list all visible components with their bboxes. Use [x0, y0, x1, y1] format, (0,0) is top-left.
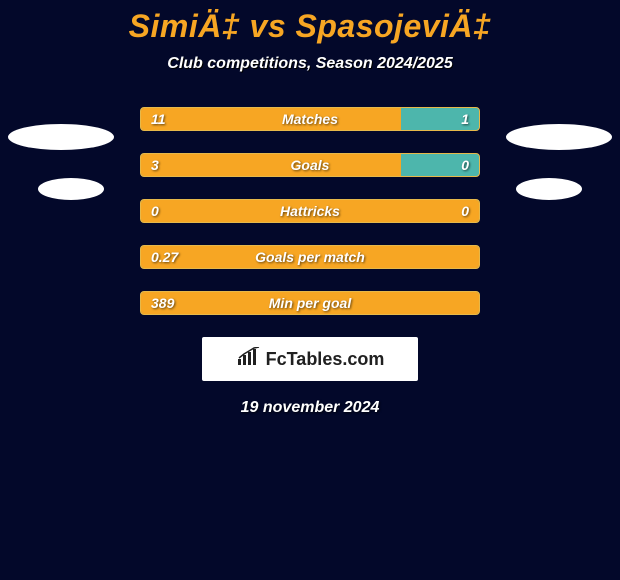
- stat-label: Goals per match: [141, 246, 479, 268]
- comparison-title: SimiÄ‡ vs SpasojeviÄ‡: [0, 0, 620, 45]
- stat-row: 0.27Goals per match: [140, 245, 480, 269]
- stat-row: 111Matches: [140, 107, 480, 131]
- player-oval: [506, 124, 612, 150]
- comparison-subtitle: Club competitions, Season 2024/2025: [0, 55, 620, 73]
- logo-box: FcTables.com: [202, 337, 418, 381]
- chart-icon: [236, 347, 262, 372]
- player-oval: [516, 178, 582, 200]
- stat-row: 389Min per goal: [140, 291, 480, 315]
- stat-label: Hattricks: [141, 200, 479, 222]
- stat-label: Min per goal: [141, 292, 479, 314]
- stats-bars-container: 111Matches 30Goals 00Hattricks 0.27Goals pe…: [140, 107, 480, 315]
- stat-row: 30Goals: [140, 153, 480, 177]
- stat-label: Goals: [141, 154, 479, 176]
- logo-text: FcTables.com: [266, 349, 385, 370]
- player-oval: [8, 124, 114, 150]
- date-text: 19 november 2024: [0, 399, 620, 417]
- stat-label: Matches: [141, 108, 479, 130]
- stat-row: 00Hattricks: [140, 199, 480, 223]
- player-oval: [38, 178, 104, 200]
